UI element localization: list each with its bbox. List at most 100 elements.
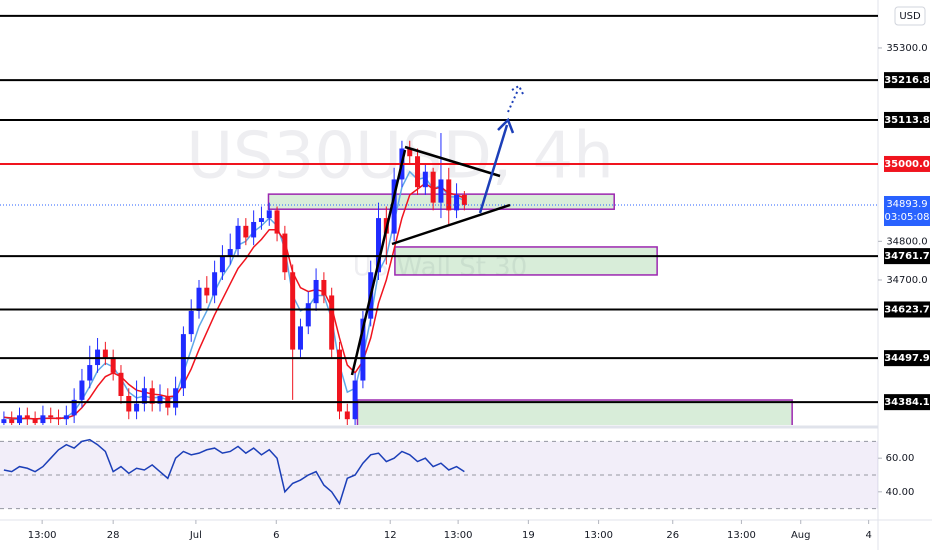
candle-body (376, 218, 382, 273)
level-label-box (884, 72, 930, 89)
candle-body (196, 287, 202, 311)
currency-button[interactable]: USD (894, 6, 926, 26)
arrow-dotted (507, 89, 519, 113)
countdown: 03:05:08 (885, 212, 930, 223)
candle-body (56, 417, 62, 420)
level-label: 34497.9 (884, 353, 930, 364)
currency[interactable]: USD (899, 11, 921, 22)
trend-line (391, 203, 511, 246)
candle-body (157, 395, 163, 404)
candle-body (24, 415, 30, 420)
candle-body (110, 357, 116, 373)
x-tick-label: 26 (666, 530, 679, 541)
candle-body (118, 372, 124, 396)
candle-body (79, 380, 85, 400)
candle-body (40, 415, 46, 424)
x-tick-label: 13:00 (584, 530, 613, 541)
candle-body (188, 310, 194, 335)
candle-body (274, 210, 280, 234)
candle-body (446, 179, 452, 211)
candle-body (1, 419, 7, 424)
y-tick-label: 35300.0 (886, 43, 927, 54)
candle-body (290, 272, 296, 350)
candle-body (336, 349, 342, 412)
x-tick-label: 19 (522, 530, 535, 541)
x-tick-label: Jul (189, 530, 202, 541)
candle-body (415, 156, 421, 188)
x-tick-label: 6 (273, 530, 279, 541)
x-tick-label: 13:00 (727, 530, 756, 541)
candle-body (17, 415, 23, 424)
trend-line (350, 149, 407, 376)
current-price-box (884, 195, 930, 226)
candle-body (134, 403, 140, 412)
candle-body (227, 249, 233, 257)
candle-body (329, 295, 335, 350)
axes: 35216.8 35113.8 35000.0 34761.7 34623.7 34497… (28, 43, 930, 541)
arrow (478, 124, 509, 214)
candle-body (126, 395, 132, 412)
candle-body (235, 225, 241, 250)
candle-body (352, 380, 358, 420)
rsi-tick-label: 60.00 (886, 453, 915, 464)
candle-body (212, 272, 218, 296)
level-label-box (884, 111, 930, 128)
x-tick-label: 12 (384, 530, 397, 541)
level-label-box (884, 248, 930, 265)
arrow-head (497, 117, 515, 134)
rsi-line (3, 438, 465, 506)
x-tick-label: 28 (107, 530, 120, 541)
candle-body (321, 279, 327, 296)
level-label: 34623.7 (884, 304, 930, 315)
candle-body (266, 210, 272, 219)
candle-body (344, 411, 350, 420)
candle-body (9, 419, 15, 424)
rsi-tick-label: 40.00 (886, 487, 915, 498)
zone (356, 399, 793, 425)
candle-body (282, 233, 288, 273)
candle-body (430, 171, 436, 203)
moving-average (3, 182, 465, 420)
candle-body (438, 179, 444, 203)
candle-body (48, 415, 54, 418)
level-label: 35000.0 (884, 159, 930, 170)
level-label: 35113.8 (884, 115, 930, 126)
candle-body (360, 318, 366, 381)
level-label-box (884, 155, 930, 172)
candle-body (219, 256, 225, 273)
candle-body (87, 365, 93, 381)
level-label-box (884, 301, 930, 318)
candle-body (461, 194, 467, 205)
y-tick-label: 34700.0 (886, 275, 927, 286)
level-label: 34384.1 (884, 397, 930, 408)
trend-line (404, 145, 501, 178)
candle-body (313, 279, 319, 304)
level-label-box (884, 394, 930, 411)
candle-body (407, 148, 413, 157)
x-tick-label: Aug (791, 530, 811, 541)
x-tick-label: 4 (865, 530, 871, 541)
candle-body (141, 388, 147, 404)
candle-body (71, 399, 77, 416)
currency-box[interactable] (894, 6, 926, 26)
zone (394, 246, 658, 276)
rsi-pane (0, 438, 878, 510)
level-label: 35216.8 (884, 75, 930, 86)
x-tick-label: 13:00 (444, 530, 473, 541)
candle-body (305, 303, 311, 327)
drawings (350, 84, 524, 376)
candle-body (297, 326, 303, 350)
candle-body (251, 221, 257, 238)
candle-body (258, 218, 264, 222)
candle-body (454, 194, 460, 211)
candle-body (32, 419, 38, 424)
level-label-box (884, 350, 930, 367)
candle-body (391, 179, 397, 234)
candle-body (243, 225, 249, 238)
watermark-sub: US Wall St 30 (353, 253, 528, 283)
candle-body (149, 388, 155, 404)
candle-body (173, 388, 179, 408)
candle-body (63, 415, 69, 420)
y-tick-label: 34800.0 (886, 236, 927, 247)
